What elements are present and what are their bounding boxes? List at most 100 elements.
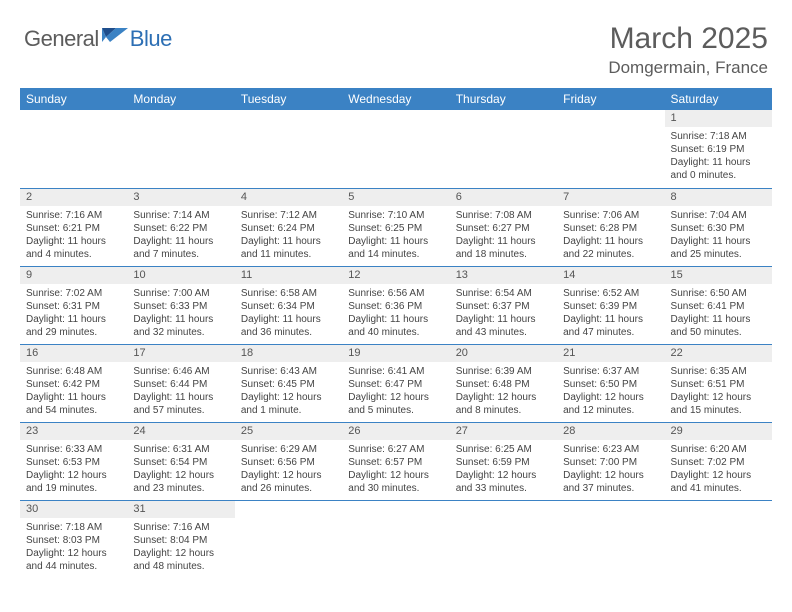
daylight-text: Daylight: 11 hours and 7 minutes. [133,235,228,261]
day-number: 3 [127,189,234,206]
calendar-cell: 24Sunrise: 6:31 AMSunset: 6:54 PMDayligh… [127,422,234,500]
day-number: 26 [342,423,449,440]
daylight-text: Daylight: 11 hours and 54 minutes. [26,391,121,417]
sunset-text: Sunset: 6:21 PM [26,222,121,235]
day-number: 8 [665,189,772,206]
day-details: Sunrise: 7:16 AMSunset: 6:21 PMDaylight:… [20,206,127,265]
day-details: Sunrise: 6:46 AMSunset: 6:44 PMDaylight:… [127,362,234,421]
calendar-table: Sunday Monday Tuesday Wednesday Thursday… [20,88,772,578]
title-block: March 2025 Domgermain, France [608,22,768,78]
day-number: 22 [665,345,772,362]
brand-text-blue: Blue [130,26,172,52]
sunrise-text: Sunrise: 7:04 AM [671,209,766,222]
daylight-text: Daylight: 11 hours and 29 minutes. [26,313,121,339]
sunset-text: Sunset: 6:25 PM [348,222,443,235]
sunset-text: Sunset: 6:51 PM [671,378,766,391]
day-details: Sunrise: 6:25 AMSunset: 6:59 PMDaylight:… [450,440,557,499]
sunrise-text: Sunrise: 6:50 AM [671,287,766,300]
daylight-text: Daylight: 11 hours and 4 minutes. [26,235,121,261]
calendar-cell [20,110,127,188]
daylight-text: Daylight: 11 hours and 22 minutes. [563,235,658,261]
day-details: Sunrise: 7:08 AMSunset: 6:27 PMDaylight:… [450,206,557,265]
daylight-text: Daylight: 11 hours and 14 minutes. [348,235,443,261]
calendar-cell: 1Sunrise: 7:18 AMSunset: 6:19 PMDaylight… [665,110,772,188]
daylight-text: Daylight: 11 hours and 11 minutes. [241,235,336,261]
day-details: Sunrise: 7:18 AMSunset: 8:03 PMDaylight:… [20,518,127,577]
sunrise-text: Sunrise: 6:31 AM [133,443,228,456]
sunset-text: Sunset: 6:34 PM [241,300,336,313]
calendar-cell: 2Sunrise: 7:16 AMSunset: 6:21 PMDaylight… [20,188,127,266]
sunrise-text: Sunrise: 6:54 AM [456,287,551,300]
day-details: Sunrise: 6:31 AMSunset: 6:54 PMDaylight:… [127,440,234,499]
sunset-text: Sunset: 6:45 PM [241,378,336,391]
sunset-text: Sunset: 6:53 PM [26,456,121,469]
calendar-cell [235,110,342,188]
day-number: 11 [235,267,342,284]
day-details: Sunrise: 6:41 AMSunset: 6:47 PMDaylight:… [342,362,449,421]
sunrise-text: Sunrise: 6:48 AM [26,365,121,378]
calendar-cell: 30Sunrise: 7:18 AMSunset: 8:03 PMDayligh… [20,500,127,578]
calendar-weekday-header: Sunday Monday Tuesday Wednesday Thursday… [20,88,772,110]
calendar-cell [342,110,449,188]
calendar-cell: 11Sunrise: 6:58 AMSunset: 6:34 PMDayligh… [235,266,342,344]
month-title: March 2025 [608,22,768,56]
calendar-cell: 16Sunrise: 6:48 AMSunset: 6:42 PMDayligh… [20,344,127,422]
day-number: 27 [450,423,557,440]
sunset-text: Sunset: 6:27 PM [456,222,551,235]
daylight-text: Daylight: 11 hours and 18 minutes. [456,235,551,261]
day-details: Sunrise: 6:29 AMSunset: 6:56 PMDaylight:… [235,440,342,499]
calendar-cell: 5Sunrise: 7:10 AMSunset: 6:25 PMDaylight… [342,188,449,266]
sunset-text: Sunset: 8:04 PM [133,534,228,547]
weekday-heading: Tuesday [235,88,342,110]
sunset-text: Sunset: 6:31 PM [26,300,121,313]
sunset-text: Sunset: 6:47 PM [348,378,443,391]
daylight-text: Daylight: 12 hours and 30 minutes. [348,469,443,495]
calendar-body: 1Sunrise: 7:18 AMSunset: 6:19 PMDaylight… [20,110,772,578]
sunrise-text: Sunrise: 6:33 AM [26,443,121,456]
sunrise-text: Sunrise: 6:35 AM [671,365,766,378]
day-details: Sunrise: 6:33 AMSunset: 6:53 PMDaylight:… [20,440,127,499]
day-number: 29 [665,423,772,440]
day-number: 30 [20,501,127,518]
sunrise-text: Sunrise: 6:25 AM [456,443,551,456]
sunrise-text: Sunrise: 6:56 AM [348,287,443,300]
calendar-cell: 9Sunrise: 7:02 AMSunset: 6:31 PMDaylight… [20,266,127,344]
weekday-heading: Monday [127,88,234,110]
day-number: 4 [235,189,342,206]
daylight-text: Daylight: 11 hours and 0 minutes. [671,156,766,182]
sunrise-text: Sunrise: 6:37 AM [563,365,658,378]
sunrise-text: Sunrise: 6:39 AM [456,365,551,378]
daylight-text: Daylight: 11 hours and 25 minutes. [671,235,766,261]
daylight-text: Daylight: 11 hours and 57 minutes. [133,391,228,417]
sunset-text: Sunset: 6:54 PM [133,456,228,469]
calendar-cell [127,110,234,188]
sunset-text: Sunset: 6:28 PM [563,222,658,235]
calendar-cell: 21Sunrise: 6:37 AMSunset: 6:50 PMDayligh… [557,344,664,422]
sunset-text: Sunset: 7:02 PM [671,456,766,469]
sunset-text: Sunset: 6:39 PM [563,300,658,313]
day-number: 19 [342,345,449,362]
daylight-text: Daylight: 12 hours and 26 minutes. [241,469,336,495]
day-number: 2 [20,189,127,206]
daylight-text: Daylight: 12 hours and 44 minutes. [26,547,121,573]
day-details: Sunrise: 6:43 AMSunset: 6:45 PMDaylight:… [235,362,342,421]
calendar-cell [450,110,557,188]
calendar-cell: 20Sunrise: 6:39 AMSunset: 6:48 PMDayligh… [450,344,557,422]
day-details: Sunrise: 7:00 AMSunset: 6:33 PMDaylight:… [127,284,234,343]
sunset-text: Sunset: 6:30 PM [671,222,766,235]
sunrise-text: Sunrise: 6:52 AM [563,287,658,300]
sunset-text: Sunset: 7:00 PM [563,456,658,469]
sunrise-text: Sunrise: 7:14 AM [133,209,228,222]
daylight-text: Daylight: 12 hours and 12 minutes. [563,391,658,417]
day-number: 25 [235,423,342,440]
day-number: 18 [235,345,342,362]
calendar-cell: 28Sunrise: 6:23 AMSunset: 7:00 PMDayligh… [557,422,664,500]
day-number: 23 [20,423,127,440]
daylight-text: Daylight: 11 hours and 36 minutes. [241,313,336,339]
sunset-text: Sunset: 6:24 PM [241,222,336,235]
location-label: Domgermain, France [608,58,768,78]
calendar-cell: 26Sunrise: 6:27 AMSunset: 6:57 PMDayligh… [342,422,449,500]
day-details: Sunrise: 7:18 AMSunset: 6:19 PMDaylight:… [665,127,772,186]
calendar-cell: 19Sunrise: 6:41 AMSunset: 6:47 PMDayligh… [342,344,449,422]
weekday-heading: Saturday [665,88,772,110]
